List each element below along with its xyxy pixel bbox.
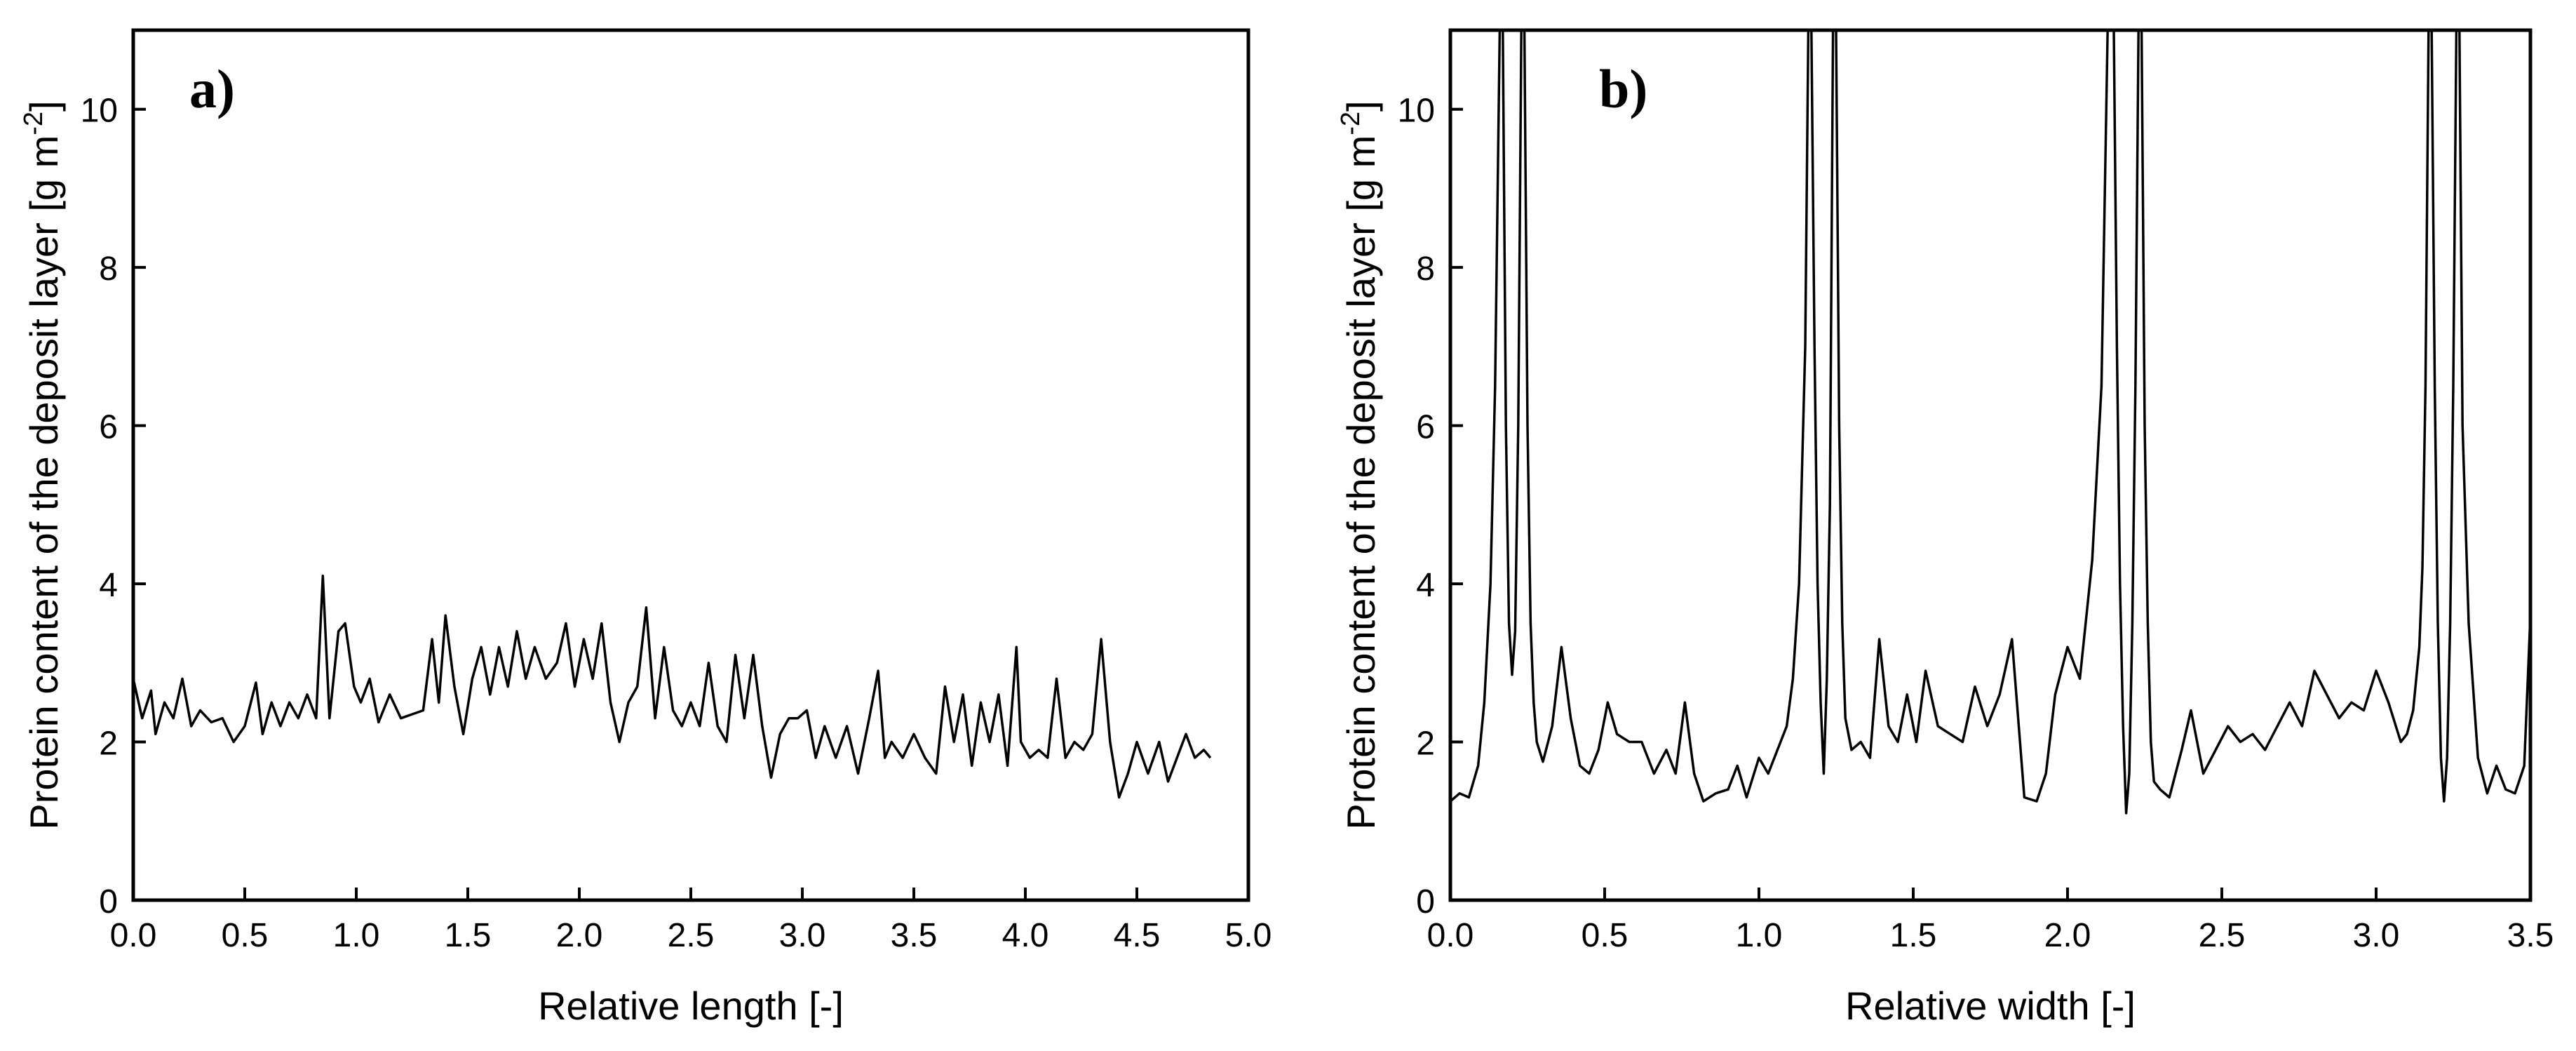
- x-tick-label: 0.0: [1427, 917, 1474, 954]
- panel-label-b: b): [1599, 58, 1647, 119]
- x-tick-label: 1.0: [333, 917, 380, 954]
- data-line-b: [1450, 30, 2530, 815]
- x-tick-label: 1.5: [445, 917, 492, 954]
- x-tick-label: 1.0: [1736, 917, 1783, 954]
- x-axis-title-b: Relative width [-]: [1845, 984, 2136, 1028]
- plot-frame-b: [1448, 28, 2533, 902]
- plot-frame-a: [131, 28, 1250, 902]
- chart-panel-b: 0 2 4 6 8 10 0.0 0.5 1.0 1.5 2.0 2.5 3.0 3.5 b) Rela…: [1336, 28, 2554, 1028]
- x-tick-label: 4.5: [1114, 917, 1161, 954]
- y-tick-label: 0: [1416, 883, 1435, 921]
- y-tick-label: 6: [1416, 409, 1435, 446]
- chart-panel-a: 0 2 4 6 8 10 0.0 0.5 1.0 1.5 2.0 2.5 3.0 3.5 4.0 4.5 5.…: [19, 28, 1272, 1028]
- x-tick-label: 5.0: [1225, 917, 1272, 954]
- x-tick-label: 2.5: [2199, 917, 2246, 954]
- y-axis-title-end-a: ]: [22, 100, 66, 112]
- y-tick-label: 0: [99, 883, 118, 921]
- x-tick-label: 0.5: [1582, 917, 1628, 954]
- y-axis-title-a: Protein content of the deposit layer [g …: [19, 100, 66, 829]
- x-axis-ticks-a: 0.0 0.5 1.0 1.5 2.0 2.5 3.0 3.5 4.0 4.5 5.0: [110, 888, 1272, 954]
- data-line-a: [132, 575, 1212, 799]
- y-tick-label: 4: [1416, 567, 1435, 604]
- y-axis-title-end-b: ]: [1339, 100, 1383, 112]
- x-tick-label: 0.0: [110, 917, 157, 954]
- x-tick-label: 4.0: [1002, 917, 1049, 954]
- x-tick-label: 2.0: [2044, 917, 2091, 954]
- x-tick-label: 1.5: [1890, 917, 1937, 954]
- x-tick-label: 3.0: [779, 917, 826, 954]
- x-axis-title-a: Relative length [-]: [538, 984, 844, 1028]
- x-tick-label: 0.5: [222, 917, 269, 954]
- y-tick-label: 8: [99, 250, 118, 288]
- y-tick-label: 8: [1416, 250, 1435, 288]
- y-tick-label: 10: [1398, 93, 1435, 130]
- x-tick-label: 3.5: [2507, 917, 2554, 954]
- y-axis-ticks-a: 0 2 4 6 8 10: [81, 93, 146, 921]
- y-axis-title-b: Protein content of the deposit layer [g …: [1336, 100, 1383, 829]
- panel-label-a: a): [189, 58, 235, 119]
- y-axis-title-main-b: Protein content of the deposit layer [g …: [1339, 135, 1383, 830]
- y-axis-ticks-b: 0 2 4 6 8 10: [1398, 93, 1463, 921]
- x-tick-label: 2.5: [668, 917, 715, 954]
- y-axis-title-main-a: Protein content of the deposit layer [g …: [22, 135, 66, 830]
- x-tick-label: 3.5: [891, 917, 938, 954]
- x-axis-ticks-b: 0.0 0.5 1.0 1.5 2.0 2.5 3.0 3.5: [1427, 888, 2554, 954]
- y-axis-title-sup-a: -2: [19, 112, 48, 135]
- y-axis-title-sup-b: -2: [1336, 112, 1365, 135]
- y-tick-label: 4: [99, 567, 118, 604]
- y-tick-label: 2: [99, 725, 118, 763]
- y-tick-label: 10: [81, 93, 118, 130]
- x-tick-label: 3.0: [2353, 917, 2400, 954]
- x-tick-label: 2.0: [556, 917, 603, 954]
- y-tick-label: 6: [99, 409, 118, 446]
- y-tick-label: 2: [1416, 725, 1435, 763]
